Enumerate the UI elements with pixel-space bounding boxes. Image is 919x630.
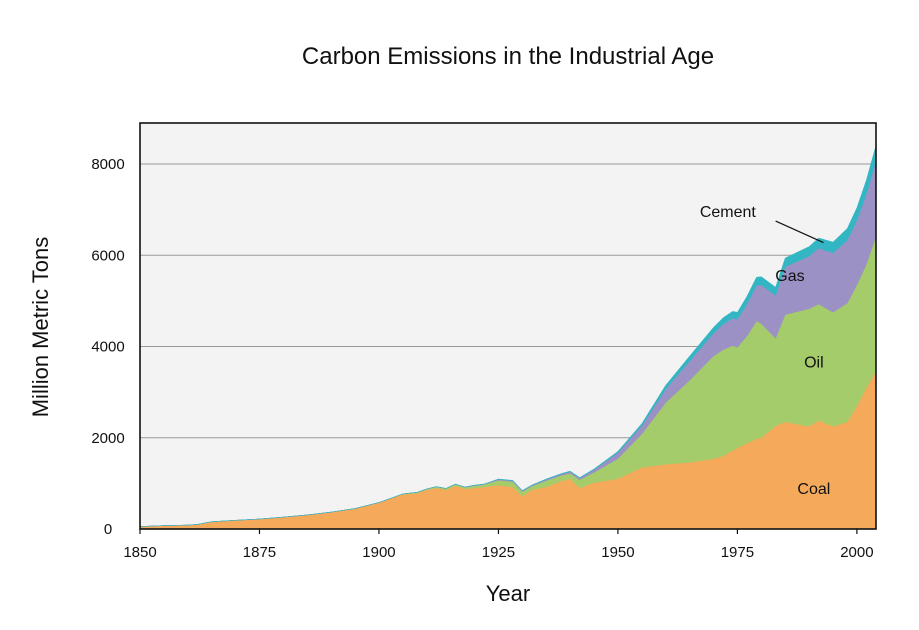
x-axis-label: Year (485, 581, 531, 606)
x-tick-label-1950: 1950 (601, 544, 634, 561)
y-tick-label-4000: 4000 (91, 339, 124, 356)
y-tick-label-8000: 8000 (91, 156, 124, 173)
x-tick-label-2000: 2000 (840, 544, 873, 561)
x-tick-label-1900: 1900 (362, 544, 395, 561)
y-tick-label-6000: 6000 (91, 247, 124, 264)
x-tick-label-1850: 1850 (123, 544, 156, 561)
x-tick-label-1875: 1875 (243, 544, 276, 561)
annotation-oil: Oil (804, 354, 824, 371)
annotation-coal: Coal (797, 481, 830, 498)
chart-title: Carbon Emissions in the Industrial Age (301, 43, 715, 70)
y-tick-label-2000: 2000 (91, 430, 124, 447)
x-tick-label-1975: 1975 (721, 544, 754, 561)
annotation-cement-callout (775, 220, 824, 244)
y-tick-label-0: 0 (104, 521, 112, 538)
annotation-cement: Cement (700, 204, 757, 221)
annotation-gas: Gas (775, 268, 804, 285)
plot-frame (139, 122, 877, 530)
x-tick-label-1925: 1925 (482, 544, 515, 561)
